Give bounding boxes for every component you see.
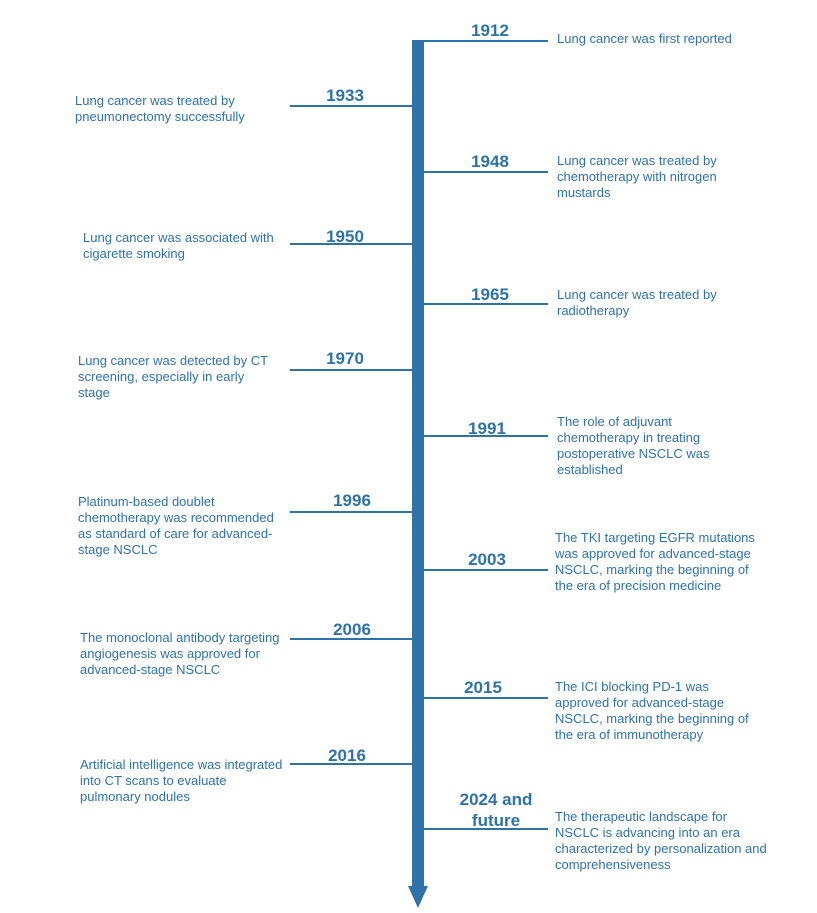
event-description: Lung cancer was associated with cigarett… [83,230,274,261]
arrow-down-icon [408,886,428,908]
event-description: The therapeutic landscape for NSCLC is a… [555,809,767,872]
event-year: 1933 [326,86,364,105]
event-description: Lung cancer was treated by radiotherapy [557,287,717,318]
event-year: 1970 [326,349,364,368]
event-year: 2003 [468,550,506,569]
connector [290,763,412,765]
event-description: Lung cancer was detected by CT screening… [78,353,268,400]
event-description: Lung cancer was treated by pneumonectomy… [75,93,245,124]
event-description: Lung cancer was first reported [557,31,732,46]
event-year: 1996 [333,491,371,510]
event-year: 1965 [471,285,509,304]
connector [424,303,548,305]
event-description: Platinum-based doublet chemotherapy was … [78,494,274,557]
connector [424,569,548,571]
event-year: 2015 [464,678,502,697]
connector [424,828,548,830]
event-year: 1912 [471,21,509,40]
connector [424,171,548,173]
connector [290,369,412,371]
timeline-spine [412,40,424,888]
event-description: Artificial intelligence was integrated i… [80,757,283,804]
event-year: 2024 and future [459,790,533,830]
connector [424,435,548,437]
event-description: Lung cancer was treated by chemotherapy … [557,153,717,200]
connector [424,40,548,42]
event-description: The TKI targeting EGFR mutations was app… [555,530,755,593]
connector [424,697,548,699]
event-year: 1948 [471,152,509,171]
event-year: 2006 [333,620,371,639]
connector [290,105,412,107]
event-description: The ICI blocking PD-1 was approved for a… [555,679,749,742]
connector [290,638,412,640]
event-year: 2016 [328,746,366,765]
event-year: 1950 [326,227,364,246]
connector [290,243,412,245]
event-description: The role of adjuvant chemotherapy in tre… [557,414,710,477]
event-description: The monoclonal antibody targeting angiog… [80,630,280,677]
connector [290,511,412,513]
event-year: 1991 [468,419,506,438]
